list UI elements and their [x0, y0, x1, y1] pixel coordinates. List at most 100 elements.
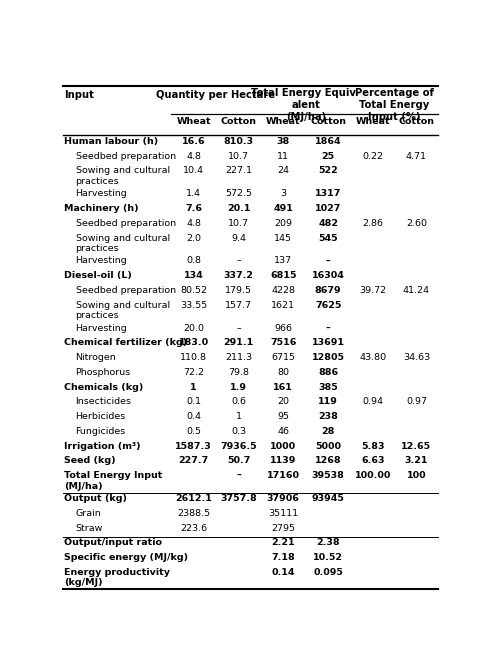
Text: 2.38: 2.38	[316, 539, 340, 547]
Text: Seedbed preparation: Seedbed preparation	[75, 219, 176, 228]
Text: 6.63: 6.63	[361, 456, 384, 466]
Text: Irrigation (m³): Irrigation (m³)	[64, 442, 141, 451]
Text: –: –	[326, 324, 331, 332]
Text: 4.71: 4.71	[406, 152, 427, 161]
Text: Seed (kg): Seed (kg)	[64, 456, 116, 466]
Text: 41.24: 41.24	[403, 286, 430, 295]
Text: Cotton: Cotton	[398, 117, 434, 126]
Text: 0.6: 0.6	[231, 397, 246, 407]
Text: Sowing and cultural
practices: Sowing and cultural practices	[75, 233, 170, 253]
Text: 9.4: 9.4	[231, 233, 246, 243]
Text: 28: 28	[321, 427, 335, 436]
Text: 491: 491	[273, 204, 293, 213]
Text: 0.4: 0.4	[186, 412, 201, 421]
Text: 72.2: 72.2	[183, 368, 204, 377]
Text: Machinery (h): Machinery (h)	[64, 204, 139, 213]
Text: Chemicals (kg): Chemicals (kg)	[64, 383, 144, 391]
Text: 38: 38	[277, 137, 290, 146]
Text: Insecticides: Insecticides	[75, 397, 131, 407]
Text: 95: 95	[277, 412, 289, 421]
Text: 209: 209	[274, 219, 292, 228]
Text: 37906: 37906	[267, 494, 300, 503]
Text: 6715: 6715	[271, 353, 295, 362]
Text: 79.8: 79.8	[228, 368, 249, 377]
Text: 80: 80	[277, 368, 289, 377]
Text: 1864: 1864	[315, 137, 341, 146]
Text: 227.7: 227.7	[179, 456, 209, 466]
Text: 966: 966	[274, 324, 292, 332]
Text: 119: 119	[318, 397, 338, 407]
Text: 34.63: 34.63	[403, 353, 430, 362]
Text: 7516: 7516	[270, 339, 297, 347]
Text: 0.5: 0.5	[186, 427, 201, 436]
Text: 238: 238	[318, 412, 338, 421]
Text: –: –	[236, 471, 241, 480]
Text: Sowing and cultural
practices: Sowing and cultural practices	[75, 167, 170, 186]
Text: 1139: 1139	[270, 456, 297, 466]
Text: 1.4: 1.4	[186, 189, 201, 198]
Text: Wheat: Wheat	[176, 117, 211, 126]
Text: Diesel-oil (L): Diesel-oil (L)	[64, 271, 132, 280]
Text: 2.60: 2.60	[406, 219, 427, 228]
Text: 0.97: 0.97	[406, 397, 427, 407]
Text: 100.00: 100.00	[355, 471, 391, 480]
Text: 12805: 12805	[312, 353, 345, 362]
Text: 183.0: 183.0	[179, 339, 209, 347]
Text: 110.8: 110.8	[180, 353, 207, 362]
Text: 25: 25	[321, 152, 335, 161]
Text: Sowing and cultural
practices: Sowing and cultural practices	[75, 301, 170, 320]
Text: 227.1: 227.1	[225, 167, 252, 175]
Text: 179.5: 179.5	[225, 286, 252, 295]
Text: 5.83: 5.83	[361, 442, 384, 451]
Text: 810.3: 810.3	[224, 137, 254, 146]
Text: Wheat: Wheat	[356, 117, 390, 126]
Text: 223.6: 223.6	[180, 524, 207, 533]
Text: –: –	[326, 256, 331, 266]
Text: 1027: 1027	[315, 204, 341, 213]
Text: 17160: 17160	[267, 471, 300, 480]
Text: 1268: 1268	[315, 456, 341, 466]
Text: 2388.5: 2388.5	[177, 509, 210, 518]
Text: Input: Input	[64, 90, 94, 100]
Text: 545: 545	[318, 233, 338, 243]
Text: Wheat: Wheat	[266, 117, 300, 126]
Text: 522: 522	[318, 167, 338, 175]
Text: 2612.1: 2612.1	[175, 494, 212, 503]
Text: 291.1: 291.1	[224, 339, 254, 347]
Text: 4228: 4228	[271, 286, 295, 295]
Text: 10.7: 10.7	[228, 152, 249, 161]
Text: Cotton: Cotton	[221, 117, 257, 126]
Text: 12.65: 12.65	[401, 442, 431, 451]
Text: 7.18: 7.18	[271, 553, 295, 562]
Text: Seedbed preparation: Seedbed preparation	[75, 286, 176, 295]
Text: Harvesting: Harvesting	[75, 256, 127, 266]
Text: 33.55: 33.55	[180, 301, 207, 310]
Text: Cotton: Cotton	[310, 117, 346, 126]
Text: 43.80: 43.80	[359, 353, 386, 362]
Text: Nitrogen: Nitrogen	[75, 353, 116, 362]
Text: 10.4: 10.4	[183, 167, 204, 175]
Text: 7625: 7625	[315, 301, 341, 310]
Text: Quantity per Hectare: Quantity per Hectare	[156, 90, 276, 100]
Text: 385: 385	[318, 383, 338, 391]
Text: 7936.5: 7936.5	[220, 442, 257, 451]
Text: 2.0: 2.0	[186, 233, 201, 243]
Text: –: –	[236, 324, 241, 332]
Text: 0.22: 0.22	[362, 152, 383, 161]
Text: 5000: 5000	[315, 442, 341, 451]
Text: Herbicides: Herbicides	[75, 412, 126, 421]
Text: Straw: Straw	[75, 524, 103, 533]
Text: 24: 24	[277, 167, 289, 175]
Text: Total Energy Input
(MJ/ha): Total Energy Input (MJ/ha)	[64, 471, 163, 490]
Text: Human labour (h): Human labour (h)	[64, 137, 159, 146]
Text: Chemical fertilizer (kg): Chemical fertilizer (kg)	[64, 339, 187, 347]
Text: Fungicides: Fungicides	[75, 427, 126, 436]
Text: 50.7: 50.7	[227, 456, 250, 466]
Text: Harvesting: Harvesting	[75, 189, 127, 198]
Text: 1: 1	[236, 412, 242, 421]
Text: 137: 137	[274, 256, 292, 266]
Text: 2795: 2795	[271, 524, 295, 533]
Text: 0.095: 0.095	[313, 568, 343, 577]
Text: 7.6: 7.6	[185, 204, 202, 213]
Text: 0.8: 0.8	[186, 256, 201, 266]
